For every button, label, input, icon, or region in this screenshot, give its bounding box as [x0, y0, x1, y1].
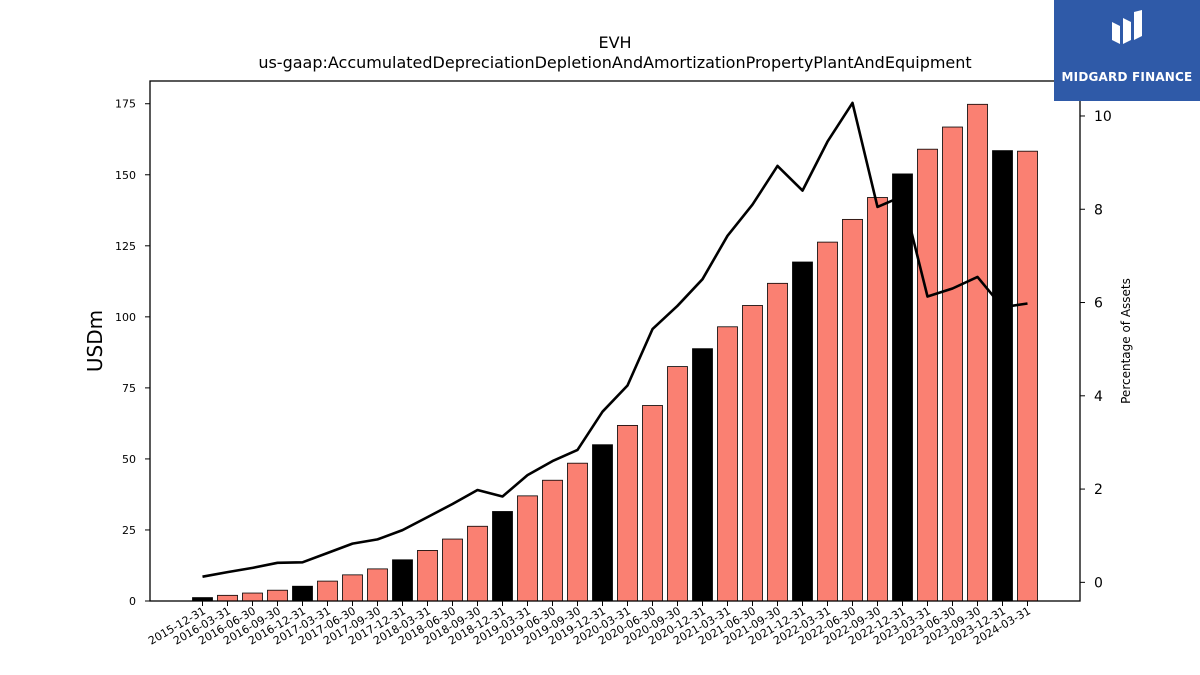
y2-axis-label: Percentage of Assets	[1119, 278, 1133, 404]
y-tick-label: 0	[129, 595, 136, 608]
y2-tick-label: 4	[1094, 389, 1103, 405]
bar	[817, 241, 838, 602]
bar	[292, 585, 313, 602]
bar	[492, 511, 513, 602]
bar-series	[192, 103, 1038, 602]
bar	[967, 103, 988, 602]
bar	[542, 479, 563, 602]
bar	[217, 594, 238, 602]
line-series	[202, 101, 1028, 578]
bar	[767, 282, 788, 602]
x-axis: 2015-12-312016-03-312016-06-302016-09-30…	[146, 601, 1033, 648]
y2-tick-label: 8	[1094, 202, 1103, 218]
bar	[642, 405, 663, 602]
chart-subtitle: us-gaap:AccumulatedDepreciationDepletion…	[258, 53, 971, 72]
bar	[342, 574, 363, 602]
bar	[917, 148, 938, 602]
bar	[567, 462, 588, 602]
bar	[867, 197, 888, 602]
bar	[692, 348, 713, 602]
y-tick-label: 25	[122, 524, 136, 537]
bar	[442, 538, 463, 602]
midgard-finance-logo: MIDGARD FINANCE	[1054, 0, 1200, 101]
bar	[842, 218, 863, 602]
bar	[667, 366, 688, 602]
y-axis-left: 0 25 50 75 100 125 150 175	[115, 98, 150, 608]
bar	[742, 305, 763, 602]
plot-frame	[149, 80, 1081, 602]
logo-mark-icon	[1112, 10, 1142, 44]
y-tick-label: 100	[115, 311, 136, 324]
bar	[792, 261, 813, 602]
y-tick-label: 125	[115, 240, 136, 253]
percentage-line	[202, 101, 1028, 578]
logo-text: MIDGARD FINANCE	[1061, 70, 1193, 84]
y2-tick-label: 10	[1094, 109, 1112, 125]
bar	[717, 326, 738, 602]
bar	[1017, 150, 1038, 602]
chart-title: EVH	[598, 33, 631, 52]
bar	[892, 173, 913, 602]
bar	[367, 568, 388, 602]
bar	[317, 580, 338, 602]
bar	[517, 495, 538, 602]
y-tick-label: 175	[115, 98, 136, 111]
y-tick-label: 150	[115, 169, 136, 182]
bar	[467, 525, 488, 602]
bar	[267, 589, 288, 602]
y2-tick-label: 2	[1094, 482, 1103, 498]
bar	[392, 559, 413, 602]
y-tick-label: 50	[122, 453, 136, 466]
y-axis-right: 0 2 4 6 8 10	[1080, 109, 1112, 591]
y2-tick-label: 6	[1094, 296, 1103, 312]
bar	[617, 424, 638, 602]
bar	[942, 126, 963, 602]
y-axis-label: USDm	[83, 310, 107, 372]
y-tick-label: 75	[122, 382, 136, 395]
y2-tick-label: 0	[1094, 575, 1103, 591]
bar	[417, 550, 438, 602]
bar	[242, 592, 263, 602]
bar	[592, 444, 613, 602]
bar	[992, 150, 1013, 602]
